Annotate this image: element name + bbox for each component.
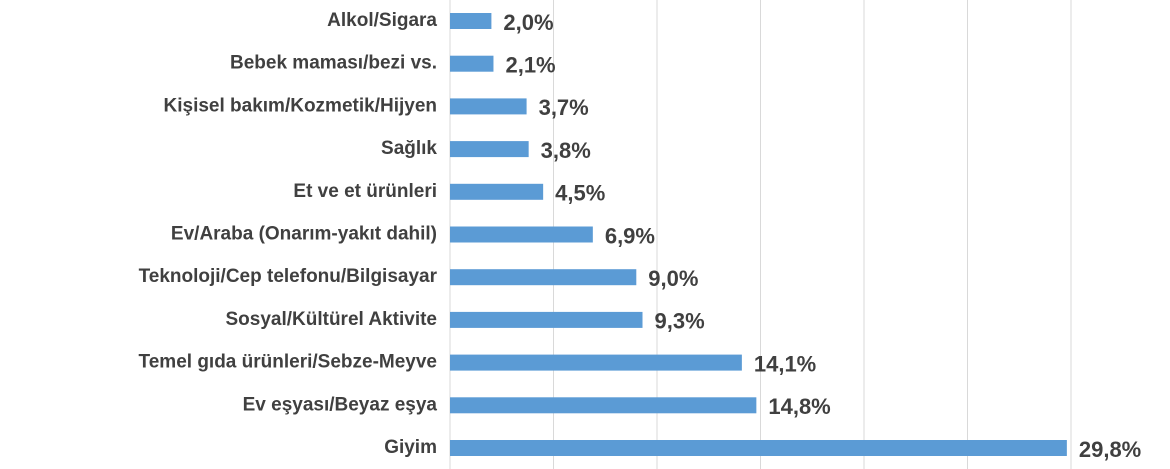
y-tick-label: Giyim	[384, 437, 437, 458]
y-tick-label: Kişisel bakım/Kozmetik/Hijyen	[164, 95, 438, 116]
data-label: 9,3%	[655, 309, 705, 334]
y-tick-label: Sosyal/Kültürel Aktivite	[225, 309, 437, 330]
bar	[450, 98, 527, 115]
y-tick-label: Alkol/Sigara	[327, 10, 437, 31]
y-tick-label: Ev eşyası/Beyaz eşya	[243, 394, 438, 415]
bar	[450, 440, 1067, 456]
data-label: 14,8%	[768, 394, 830, 419]
bar	[450, 269, 637, 286]
bar	[450, 226, 593, 243]
bar	[450, 354, 742, 371]
data-label: 29,8%	[1079, 437, 1141, 462]
y-tick-label: Teknoloji/Cep telefonu/Bilgisayar	[139, 266, 438, 287]
bar	[450, 183, 544, 200]
bar	[450, 397, 757, 414]
data-label: 2,0%	[503, 10, 553, 35]
y-tick-label: Temel gıda ürünleri/Sebze-Meyve	[139, 352, 437, 373]
y-tick-label: Sağlık	[381, 138, 437, 159]
y-tick-label: Bebek maması/bezi vs.	[230, 53, 437, 74]
data-label: 4,5%	[555, 181, 605, 206]
data-label: 2,1%	[505, 53, 555, 78]
data-label: 6,9%	[605, 223, 655, 248]
bar	[450, 13, 492, 29]
bar	[450, 141, 529, 158]
data-label: 3,8%	[541, 138, 591, 163]
bar	[450, 55, 494, 72]
y-tick-label: Ev/Araba (Onarım-yakıt dahil)	[171, 224, 437, 245]
data-label: 3,7%	[539, 95, 589, 120]
y-tick-label: Et ve et ürünleri	[293, 181, 437, 202]
data-label: 9,0%	[648, 266, 698, 291]
data-label: 14,1%	[754, 351, 816, 376]
bar	[450, 311, 643, 328]
